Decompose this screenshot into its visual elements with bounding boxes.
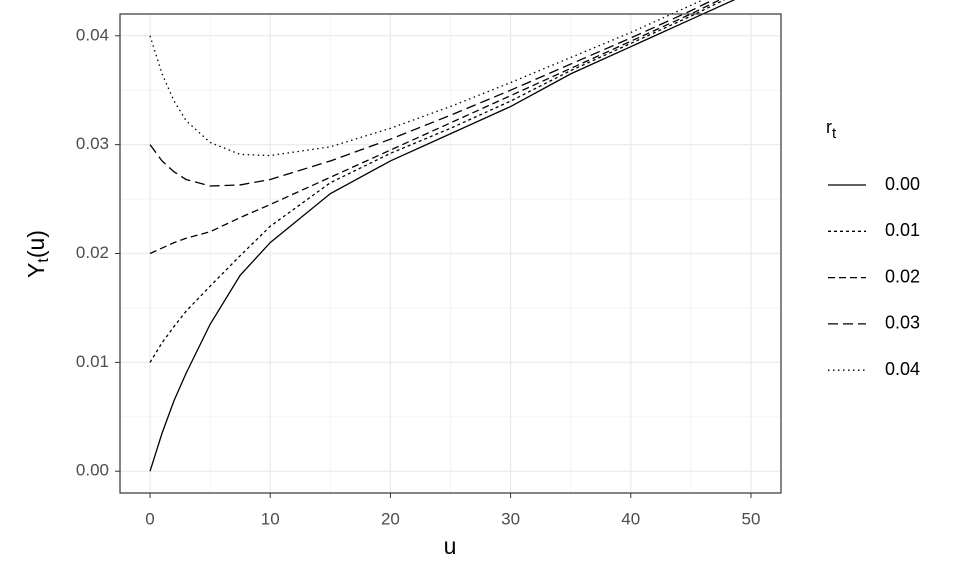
x-tick-label: 0 xyxy=(145,509,154,528)
series-line xyxy=(149,0,726,363)
y-tick-label: 0.03 xyxy=(76,134,109,153)
plot-border xyxy=(119,13,782,494)
y-title-sub: t xyxy=(35,258,52,263)
legend-label: 0.00 xyxy=(885,174,920,194)
series-line xyxy=(149,0,715,187)
legend-label: 0.03 xyxy=(885,313,920,333)
y-title-rest: (u) xyxy=(23,230,49,258)
x-tick-label: 30 xyxy=(501,509,520,528)
legend-label: 0.04 xyxy=(885,359,920,379)
x-tick-label: 10 xyxy=(261,509,280,528)
legend-label: 0.01 xyxy=(885,220,920,240)
series-line xyxy=(149,0,736,472)
legend-title-base: r xyxy=(826,117,832,137)
y-tick-label: 0.02 xyxy=(76,243,109,262)
legend-label: 0.02 xyxy=(885,266,920,286)
y-tick-label: 0.00 xyxy=(76,461,109,480)
x-tick-label: 40 xyxy=(621,509,640,528)
y-title-base: Y xyxy=(23,263,49,278)
x-tick-label: 50 xyxy=(741,509,760,528)
legend-title-sub: t xyxy=(832,125,837,142)
x-tick-label: 20 xyxy=(381,509,400,528)
legend-title: rt xyxy=(826,117,837,142)
y-tick-label: 0.01 xyxy=(76,352,109,371)
x-axis-title: u xyxy=(444,533,457,559)
y-axis-title: Yt(u) xyxy=(23,230,52,278)
y-tick-label: 0.04 xyxy=(76,25,109,44)
